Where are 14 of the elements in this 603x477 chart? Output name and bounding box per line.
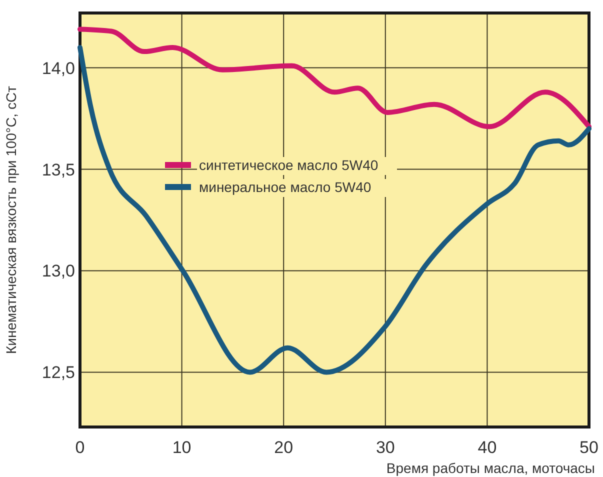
x-tick-label: 10 [172,438,192,457]
y-tick-label: 14,0 [42,58,75,78]
y-tick-label: 12,5 [42,363,75,382]
y-axis-title: Кинематическая вязкость при 100°C, сСт [3,85,19,354]
legend-label: синтетическое масло 5W40 [199,157,378,173]
y-tick-label: 13,5 [42,160,75,180]
legend-label: минеральное масло 5W40 [199,179,372,195]
y-tick-label: 13,0 [42,262,75,281]
x-tick-label: 40 [478,438,497,457]
x-tick-label: 30 [376,438,395,457]
x-tick-label: 0 [75,438,85,457]
x-axis-title: Время работы масла, моточасы [386,460,595,476]
x-tick-label: 20 [274,438,294,457]
x-tick-label: 50 [580,438,598,457]
